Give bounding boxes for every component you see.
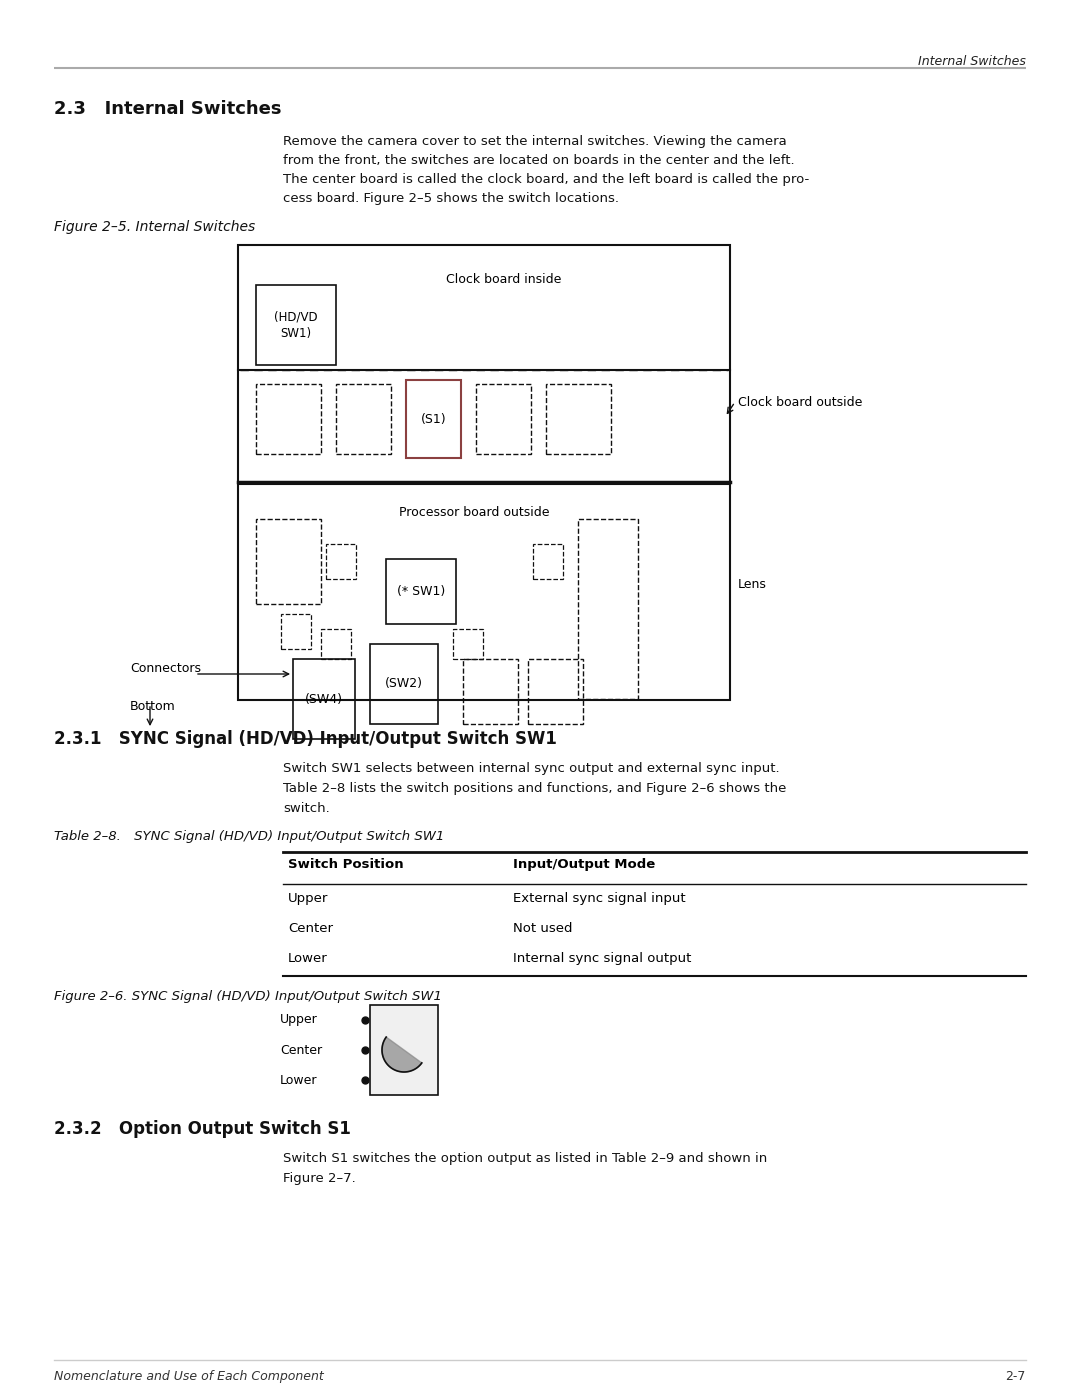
Text: (SW4): (SW4) bbox=[305, 693, 343, 705]
Polygon shape bbox=[382, 1037, 422, 1071]
Text: Lower: Lower bbox=[288, 951, 327, 965]
Text: from the front, the switches are located on boards in the center and the left.: from the front, the switches are located… bbox=[283, 154, 795, 168]
Text: Processor board outside: Processor board outside bbox=[399, 506, 550, 520]
Text: Center: Center bbox=[280, 1044, 322, 1056]
Text: Center: Center bbox=[288, 922, 333, 935]
Bar bbox=[578, 520, 638, 698]
Text: switch.: switch. bbox=[283, 802, 329, 814]
Text: Upper: Upper bbox=[288, 893, 328, 905]
Bar bbox=[326, 543, 356, 578]
Text: Nomenclature and Use of Each Component: Nomenclature and Use of Each Component bbox=[54, 1370, 324, 1383]
Text: Lower: Lower bbox=[280, 1073, 318, 1087]
Bar bbox=[256, 384, 321, 454]
Text: Internal sync signal output: Internal sync signal output bbox=[513, 951, 691, 965]
Text: Clock board inside: Clock board inside bbox=[446, 272, 562, 286]
Text: Figure 2–6. SYNC Signal (HD/VD) Input/Output Switch SW1: Figure 2–6. SYNC Signal (HD/VD) Input/Ou… bbox=[54, 990, 442, 1003]
Bar bbox=[238, 483, 730, 700]
Text: Connectors: Connectors bbox=[130, 662, 201, 676]
Text: (* SW1): (* SW1) bbox=[396, 585, 445, 598]
Text: 2-7: 2-7 bbox=[1005, 1370, 1026, 1383]
Text: The center board is called the clock board, and the left board is called the pro: The center board is called the clock boa… bbox=[283, 173, 809, 186]
Bar bbox=[534, 543, 563, 578]
Text: (S1): (S1) bbox=[421, 412, 446, 426]
Bar bbox=[256, 520, 321, 604]
Text: Lens: Lens bbox=[738, 577, 767, 591]
Text: Switch S1 switches the option output as listed in Table 2–9 and shown in: Switch S1 switches the option output as … bbox=[283, 1153, 767, 1165]
Text: Not used: Not used bbox=[513, 922, 572, 935]
Text: Figure 2–5. Internal Switches: Figure 2–5. Internal Switches bbox=[54, 219, 255, 235]
Text: Upper: Upper bbox=[280, 1013, 318, 1027]
Bar bbox=[528, 659, 583, 724]
Bar bbox=[281, 615, 311, 650]
Text: Internal Switches: Internal Switches bbox=[918, 54, 1026, 68]
Text: 2.3.2   Option Output Switch S1: 2.3.2 Option Output Switch S1 bbox=[54, 1120, 351, 1139]
Text: External sync signal input: External sync signal input bbox=[513, 893, 686, 905]
Text: Figure 2–7.: Figure 2–7. bbox=[283, 1172, 355, 1185]
Bar bbox=[370, 1004, 438, 1095]
Text: Switch SW1 selects between internal sync output and external sync input.: Switch SW1 selects between internal sync… bbox=[283, 761, 780, 775]
Text: (SW2): (SW2) bbox=[384, 678, 423, 690]
Bar bbox=[370, 644, 438, 724]
Text: Switch Position: Switch Position bbox=[288, 858, 404, 870]
Bar bbox=[463, 659, 518, 724]
Text: 2.3.1   SYNC Signal (HD/VD) Input/Output Switch SW1: 2.3.1 SYNC Signal (HD/VD) Input/Output S… bbox=[54, 731, 557, 747]
Text: Input/Output Mode: Input/Output Mode bbox=[513, 858, 656, 870]
Bar bbox=[256, 285, 336, 365]
Text: Bottom: Bottom bbox=[130, 700, 176, 714]
Bar bbox=[336, 384, 391, 454]
Text: cess board. Figure 2–5 shows the switch locations.: cess board. Figure 2–5 shows the switch … bbox=[283, 191, 619, 205]
Text: Remove the camera cover to set the internal switches. Viewing the camera: Remove the camera cover to set the inter… bbox=[283, 136, 786, 148]
Text: Table 2–8 lists the switch positions and functions, and Figure 2–6 shows the: Table 2–8 lists the switch positions and… bbox=[283, 782, 786, 795]
Bar bbox=[476, 384, 531, 454]
Text: Clock board outside: Clock board outside bbox=[738, 395, 862, 408]
Bar bbox=[321, 629, 351, 659]
Text: (HD/VD
SW1): (HD/VD SW1) bbox=[274, 310, 318, 339]
Text: Table 2–8. SYNC Signal (HD/VD) Input/Output Switch SW1: Table 2–8. SYNC Signal (HD/VD) Input/Out… bbox=[54, 830, 444, 842]
Bar bbox=[406, 380, 461, 458]
Bar bbox=[386, 559, 456, 624]
Bar bbox=[293, 659, 355, 739]
Bar bbox=[546, 384, 611, 454]
Bar bbox=[453, 629, 483, 659]
Bar bbox=[238, 244, 730, 370]
Text: 2.3   Internal Switches: 2.3 Internal Switches bbox=[54, 101, 282, 117]
